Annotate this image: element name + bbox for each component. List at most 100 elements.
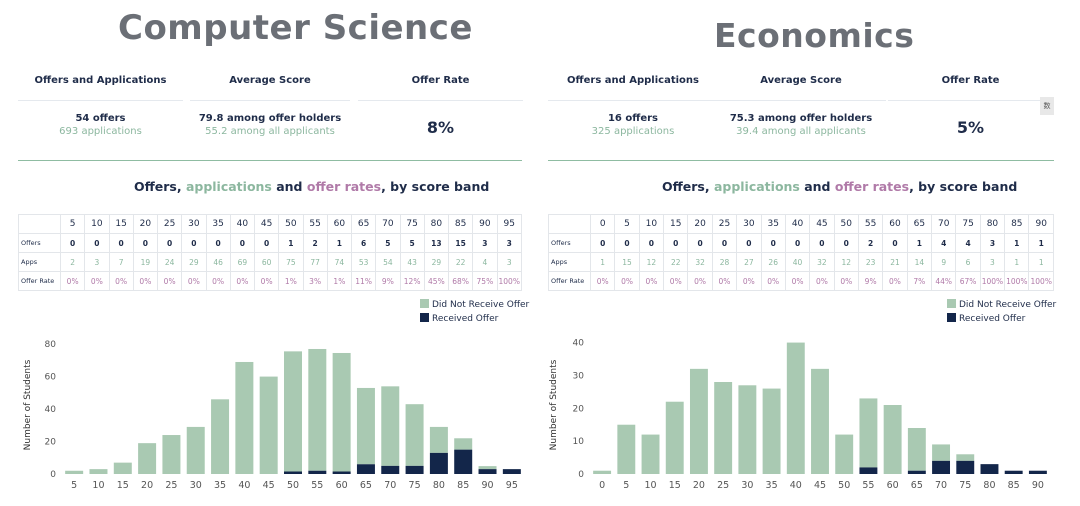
title-applications: applications [713, 179, 800, 194]
score-band-header: 25 [156, 214, 183, 234]
bar-received [907, 470, 926, 474]
score-band-header: 15 [108, 214, 134, 234]
economics-panel: Economics Offers and Applications Averag… [540, 0, 1080, 506]
bar-did-not-receive [593, 470, 612, 474]
table-cell: 0 [181, 233, 207, 253]
bar-did-not-receive [405, 404, 424, 466]
y-tick-label: 10 [573, 437, 585, 447]
table-cell: 67% [955, 271, 981, 291]
legend-item: Received Offer [420, 312, 529, 326]
score-band-header: 30 [736, 214, 762, 234]
score-band-header: 55 [857, 214, 884, 234]
x-tick-label: 70 [384, 480, 396, 491]
title-part: and [271, 179, 307, 194]
table-cell: 1 [1004, 233, 1030, 253]
table-cell: 22 [663, 252, 689, 272]
row-label: Apps [18, 252, 61, 272]
applications-count: 325 applications [591, 126, 675, 137]
score-heading: Average Score [716, 68, 886, 101]
title-part: , by score band [909, 179, 1018, 194]
table-cell: 0% [882, 271, 908, 291]
score-band-header: 65 [350, 214, 377, 234]
table-cell: 100% [1028, 271, 1054, 291]
offers-heading: Offers and Applications [18, 68, 183, 101]
table-cell: 46 [205, 252, 231, 272]
x-tick-label: 65 [911, 480, 923, 491]
bar-did-not-receive [786, 342, 805, 474]
table-cell: 19 [132, 252, 159, 272]
applications-count: 693 applications [59, 126, 142, 137]
table-header-row: 5 10 15 20 25 30 35 40 45 50 55 60 65 70 75 80 85 90 95 [18, 214, 522, 234]
offers-kpi: 16 offers 325 applications [548, 112, 718, 138]
table-cell: 29 [423, 252, 450, 272]
table-cell: 0% [784, 271, 811, 291]
score-band-header: 0 [589, 214, 616, 234]
bar-did-not-receive [478, 466, 497, 470]
table-cell: 3 [979, 233, 1006, 253]
table-cell: 75% [472, 271, 498, 291]
bar-received [454, 449, 473, 474]
table-cell: 0% [638, 271, 665, 291]
table-cell: 4 [472, 252, 498, 272]
offers-row: Offers 0 0 0 0 0 0 0 0 0 1 2 1 6 5 5 13 15 3 3 [18, 233, 522, 253]
table-cell: 0% [614, 271, 640, 291]
bar-did-not-receive [762, 388, 781, 474]
table-cell: 69 [229, 252, 256, 272]
section-title: Offers, applications and offer rates, by… [134, 179, 489, 194]
score-band-header: 5 [614, 214, 640, 234]
y-axis-label: Number of Students [549, 359, 559, 450]
score-band-header: 70 [931, 214, 957, 234]
x-tick-label: 50 [287, 480, 299, 491]
table-cell: 9 [931, 252, 957, 272]
table-cell: 0 [229, 233, 256, 253]
x-tick-label: 0 [599, 480, 605, 491]
table-cell: 3 [496, 233, 522, 253]
bar-did-not-receive [689, 368, 708, 474]
table-cell: 0 [711, 233, 738, 253]
score-band-header: 80 [423, 214, 450, 234]
legend-item: Did Not Receive Offer [420, 298, 529, 312]
score-band-header: 85 [447, 214, 474, 234]
score-offer-holders: 79.8 among offer holders [198, 113, 342, 124]
bar-received [932, 460, 951, 474]
bar-did-not-receive [641, 434, 660, 474]
table-cell: 0% [84, 271, 110, 291]
table-cell: 2 [857, 233, 884, 253]
table-cell: 60 [253, 252, 280, 272]
x-tick-label: 35 [766, 480, 778, 491]
bar-did-not-receive [859, 398, 878, 468]
table-cell: 68% [447, 271, 474, 291]
offers-heading: Offers and Applications [548, 68, 718, 101]
bar-did-not-receive [714, 382, 733, 474]
offer-rate-row: Offer Rate 0% 0% 0% 0% 0% 0% 0% 0% 0% 1% 3% 1% 11% 9% 1… [18, 271, 522, 291]
title-offer-rates: offer rates [306, 179, 382, 194]
offer-rate-value: 8% [426, 118, 455, 137]
x-tick-label: 25 [165, 480, 177, 491]
table-cell: 12% [399, 271, 425, 291]
legend-item: Did Not Receive Offer [947, 298, 1056, 312]
score-band-header: 10 [84, 214, 110, 234]
table-cell: 43 [399, 252, 425, 272]
computer-science-panel: Computer Science Offers and Applications… [18, 8, 529, 491]
score-heading: Average Score [190, 68, 350, 101]
score-band-header: 30 [181, 214, 207, 234]
table-cell: 44% [931, 271, 957, 291]
table-cell: 0% [711, 271, 738, 291]
y-axis-label: Number of Students [23, 359, 33, 450]
title-part: and [799, 179, 835, 194]
bar-did-not-receive [956, 454, 975, 461]
table-cell: 28 [711, 252, 738, 272]
table-cell: 0% [205, 271, 231, 291]
table-cell: 100% [496, 271, 522, 291]
table-cell: 26 [760, 252, 786, 272]
bar-did-not-receive [259, 376, 278, 474]
table-cell: 0% [181, 271, 207, 291]
table-cell: 6 [955, 252, 981, 272]
row-label: Apps [548, 252, 591, 272]
side-tab[interactable]: 数 [1040, 97, 1054, 115]
x-tick-label: 70 [935, 480, 947, 491]
table-cell: 2 [59, 252, 86, 272]
bar-did-not-receive [308, 348, 327, 471]
bar-received [332, 471, 351, 474]
score-band-header: 80 [979, 214, 1006, 234]
